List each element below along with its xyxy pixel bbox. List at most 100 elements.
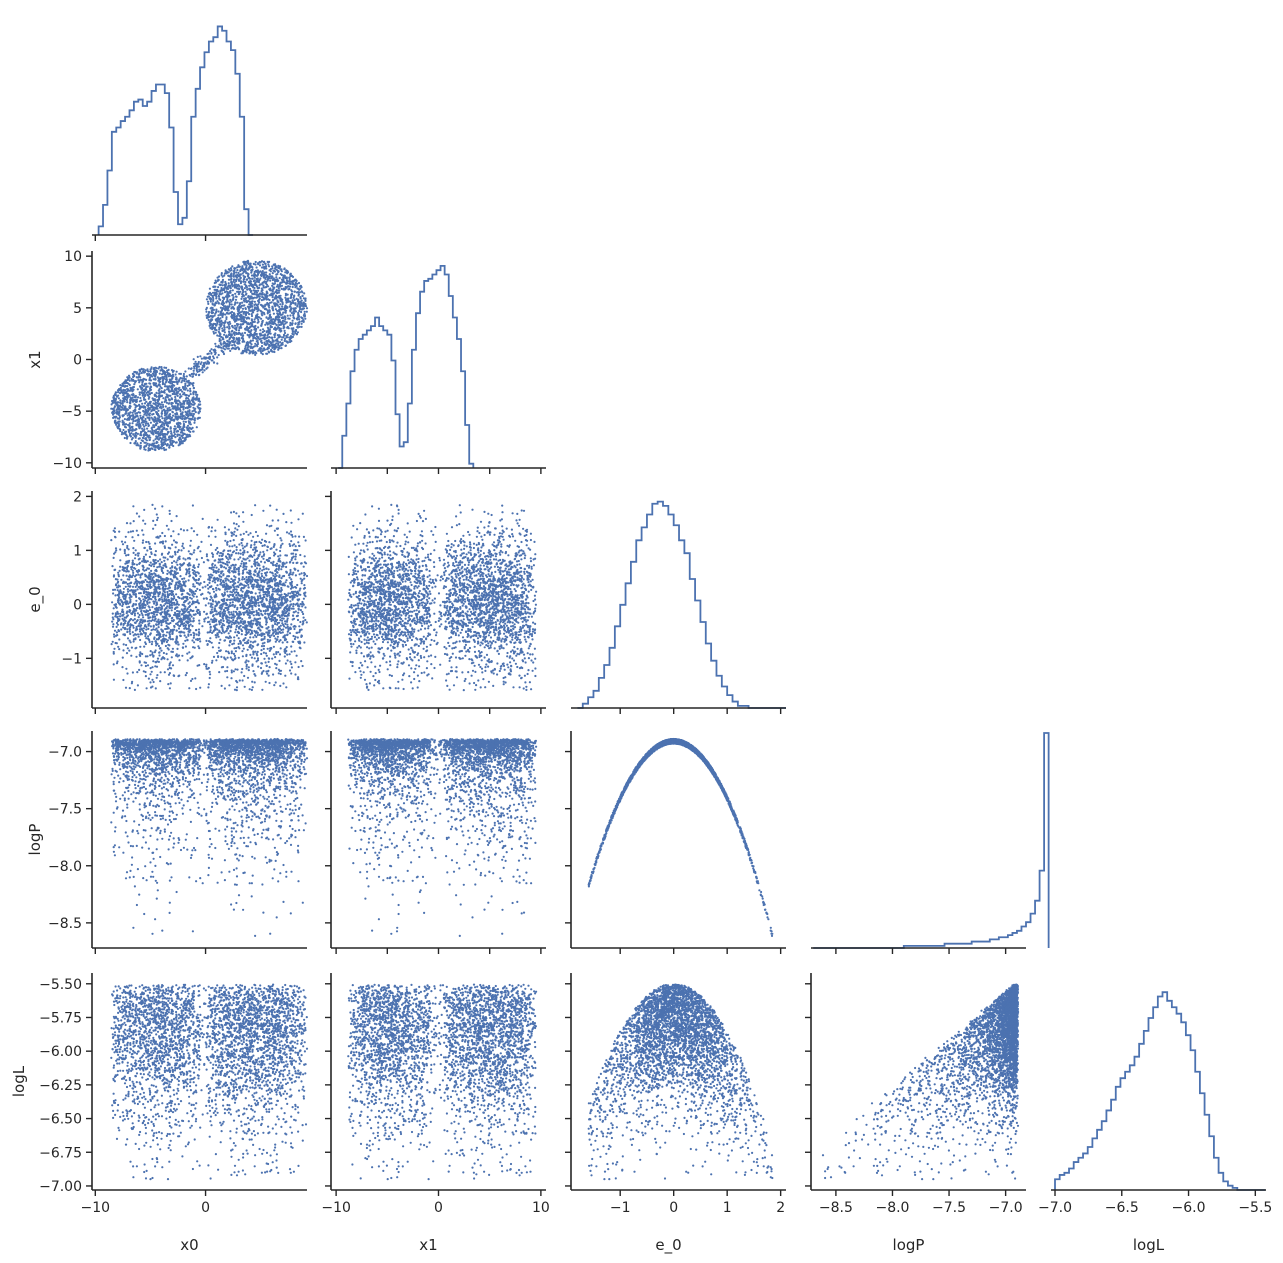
scatter-point [186,433,189,436]
scatter-point [110,403,113,406]
scatter-point [143,398,146,401]
scatter-point [229,311,232,314]
scatter-point [273,320,276,323]
scatter-point [283,326,286,329]
scatter-point [158,428,161,431]
scatter-point [164,405,167,408]
scatter-point [281,305,284,308]
scatter-point [155,391,158,394]
scatter-point [128,422,131,425]
scatter-point [233,324,237,327]
scatter-point [128,429,131,432]
scatter-point [178,416,181,419]
scatter-point [194,407,197,410]
scatter-point [264,282,268,285]
scatter-point [245,663,248,666]
scatter-point [209,598,212,601]
scatter-point [252,296,255,300]
scatter-point [125,616,128,619]
scatter-point [237,340,240,343]
scatter-point [237,331,240,335]
scatter-point [214,328,217,331]
scatter-point [254,260,257,264]
scatter-point [238,342,241,345]
scatter-point [133,539,136,542]
scatter-point [146,664,150,667]
scatter-point [215,636,218,639]
scatter-point [265,524,269,527]
scatter-point [156,441,159,444]
scatter-point [265,623,268,626]
scatter-point [143,448,146,451]
scatter-point [186,401,189,404]
scatter-point [226,343,229,346]
scatter-point [242,312,245,315]
scatter-point [225,316,228,319]
scatter-point [195,426,198,429]
scatter-point [243,269,246,272]
scatter-point [174,395,177,399]
scatter-point [133,688,136,692]
scatter-point [235,271,238,274]
scatter-point [267,351,271,354]
scatter-point [161,379,165,382]
scatter-point [239,282,242,285]
scatter-point [188,433,191,436]
scatter-point [165,374,168,377]
scatter-point [282,274,286,277]
scatter-point [208,287,211,290]
scatter-point [292,634,295,638]
scatter-point [175,593,178,596]
scatter-point [129,402,132,405]
scatter-point [193,417,196,420]
scatter-point [257,326,260,329]
scatter-point [238,273,241,276]
scatter-point [239,556,242,559]
scatter-point [296,300,300,303]
scatter-point [184,406,187,410]
scatter-point [246,557,249,560]
scatter-point [160,394,164,397]
scatter-point [261,311,264,314]
scatter-point [271,265,274,268]
scatter-point [240,323,244,326]
scatter-point [132,420,135,423]
scatter-point [279,341,282,344]
scatter-point [149,681,152,684]
scatter-point [220,626,223,629]
scatter-point [243,316,246,319]
scatter-point [143,402,147,405]
scatter-point [285,269,288,272]
scatter-point [216,345,219,348]
scatter-point [232,318,236,321]
scatter-point [112,412,116,415]
scatter-point [230,307,233,310]
scatter-point [245,349,248,352]
scatter-point [194,373,198,376]
scatter-point [219,306,222,309]
scatter-point [269,326,272,329]
scatter-point [144,409,147,412]
scatter-point [220,343,223,346]
scatter-point [255,296,258,299]
scatter-point [221,301,224,304]
scatter-point [144,437,148,440]
scatter-point [112,652,115,655]
scatter-point [140,371,143,375]
scatter-point [135,372,138,375]
scatter-point [268,594,271,597]
scatter-point [210,530,213,533]
scatter-point [122,643,125,646]
scatter-point [231,584,234,587]
scatter-point [280,568,283,571]
scatter-point [130,418,133,421]
histogram-logL [1054,991,1266,1191]
scatter-point [245,300,248,303]
scatter-point [179,413,182,416]
scatter-point [253,279,256,282]
scatter-point [261,319,264,322]
scatter-point [278,347,281,350]
scatter-point [299,305,302,308]
scatter-point [115,423,118,426]
scatter-point [255,285,259,288]
